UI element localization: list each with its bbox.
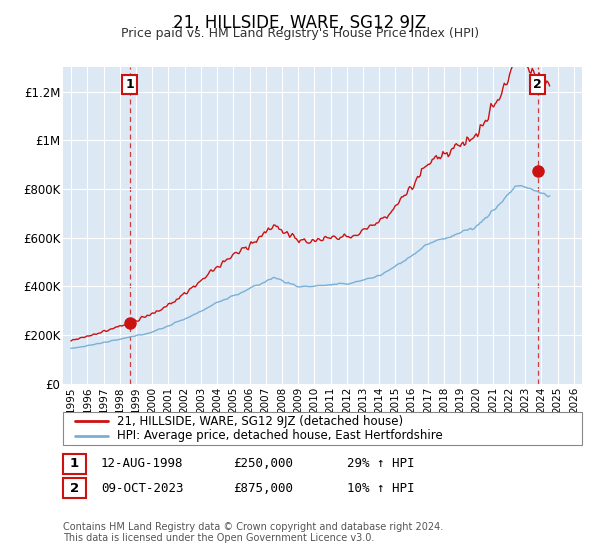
- Text: 12-AUG-1998: 12-AUG-1998: [101, 457, 184, 470]
- Text: £875,000: £875,000: [233, 482, 293, 495]
- Text: Price paid vs. HM Land Registry's House Price Index (HPI): Price paid vs. HM Land Registry's House …: [121, 27, 479, 40]
- Text: 21, HILLSIDE, WARE, SG12 9JZ: 21, HILLSIDE, WARE, SG12 9JZ: [173, 14, 427, 32]
- Text: 10% ↑ HPI: 10% ↑ HPI: [347, 482, 414, 495]
- Text: 1: 1: [70, 457, 79, 470]
- Text: Contains HM Land Registry data © Crown copyright and database right 2024.: Contains HM Land Registry data © Crown c…: [63, 522, 443, 532]
- Text: 2: 2: [70, 482, 79, 495]
- Text: 21, HILLSIDE, WARE, SG12 9JZ (detached house): 21, HILLSIDE, WARE, SG12 9JZ (detached h…: [117, 414, 403, 427]
- Text: 29% ↑ HPI: 29% ↑ HPI: [347, 457, 414, 470]
- Text: 2: 2: [533, 78, 542, 91]
- Text: This data is licensed under the Open Government Licence v3.0.: This data is licensed under the Open Gov…: [63, 533, 374, 543]
- Text: 09-OCT-2023: 09-OCT-2023: [101, 482, 184, 495]
- Text: HPI: Average price, detached house, East Hertfordshire: HPI: Average price, detached house, East…: [117, 430, 443, 442]
- Text: 1: 1: [125, 78, 134, 91]
- Text: £250,000: £250,000: [233, 457, 293, 470]
